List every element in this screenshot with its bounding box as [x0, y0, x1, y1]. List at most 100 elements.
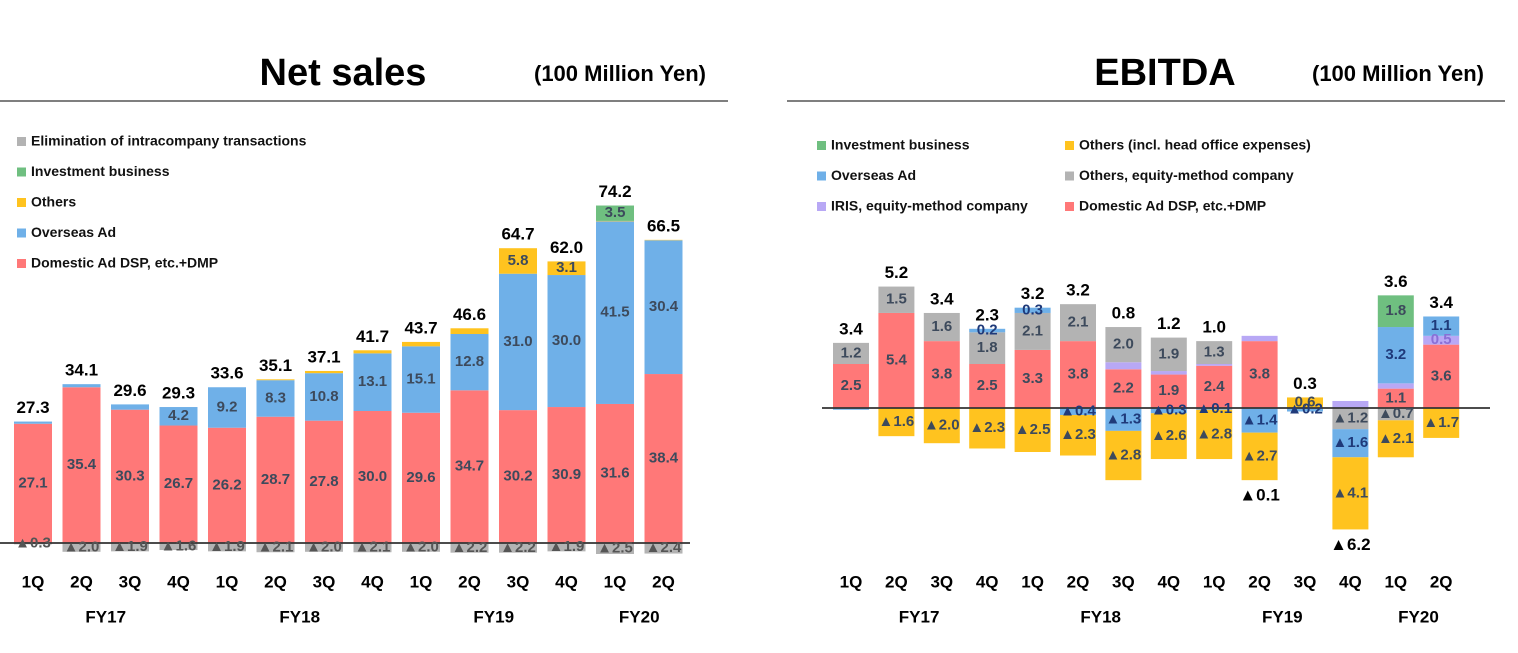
bar-segment	[256, 416, 295, 543]
x-tick-label: 4Q	[1157, 572, 1180, 591]
legend-swatch	[817, 141, 826, 150]
bar-segment	[1332, 429, 1369, 458]
group-label: FY20	[619, 607, 660, 626]
bar-segment	[402, 543, 440, 552]
total-label: ▲0.1	[1239, 486, 1279, 505]
segment-label: 2.4	[1204, 378, 1226, 395]
bar-segment	[111, 409, 149, 543]
segment-label: 15.1	[406, 371, 435, 388]
segment-label: ▲2.3	[969, 419, 1005, 436]
segment-label: 1.3	[1204, 344, 1225, 361]
segment-label: 5.4	[886, 351, 908, 368]
bar-segment	[1332, 408, 1369, 430]
bar-segment	[833, 364, 869, 408]
segment-label: 27.8	[309, 473, 338, 490]
bar-segment	[1423, 344, 1460, 408]
segment-label: 31.6	[600, 464, 629, 481]
segment-label: ▲2.0	[64, 538, 100, 555]
segment-label: 4.2	[168, 407, 189, 424]
bar-segment	[923, 312, 960, 342]
bar-segment	[1105, 362, 1142, 370]
total-label: 5.2	[885, 263, 909, 282]
group-label: FY18	[1080, 607, 1121, 626]
segment-label: 26.7	[164, 475, 193, 492]
bar-segment	[256, 380, 295, 417]
x-tick-label: 2Q	[264, 572, 287, 591]
bar-segment	[256, 543, 295, 553]
legend-label: Overseas Ad	[31, 224, 116, 240]
legend-label: Domestic Ad DSP, etc.+DMP	[31, 255, 218, 271]
bar-segment	[969, 408, 1006, 449]
segment-label: 10.8	[309, 388, 338, 405]
bar-segment	[644, 543, 683, 554]
segment-label: 0.5	[1431, 331, 1452, 348]
bar-segment	[878, 312, 915, 408]
total-label: 33.6	[210, 364, 243, 383]
legend-swatch	[17, 167, 26, 177]
x-tick-label: 2Q	[652, 572, 675, 591]
segment-label: 1.8	[977, 339, 998, 356]
segment-label: ▲1.4	[1242, 411, 1278, 428]
bar-segment	[1196, 341, 1233, 364]
segment-label: ▲2.1	[355, 539, 391, 556]
segment-label: 30.3	[115, 467, 144, 484]
total-label: 2.3	[975, 305, 999, 324]
segment-label: 9.2	[217, 398, 238, 415]
bar-segment	[969, 364, 1006, 408]
total-label: 43.7	[404, 318, 437, 337]
x-tick-label: 1Q	[1021, 572, 1044, 591]
bar-segment	[1377, 383, 1414, 389]
segment-label: ▲1.9	[209, 538, 245, 555]
bar-segment	[1105, 327, 1142, 363]
x-tick-label: 2Q	[1248, 572, 1271, 591]
bar-segment	[305, 373, 343, 421]
bar-segment	[1105, 408, 1142, 431]
segment-label: 5.8	[508, 252, 529, 269]
bar-segment	[402, 412, 440, 543]
bar-segment	[499, 248, 537, 274]
bar-segment	[1377, 408, 1414, 421]
x-tick-label: 1Q	[216, 572, 239, 591]
total-label: 0.3	[1293, 374, 1317, 393]
x-tick-label: 4Q	[167, 572, 190, 591]
x-tick-label: 3Q	[930, 572, 953, 591]
segment-label: 3.5	[605, 204, 626, 221]
bar-segment	[1105, 369, 1142, 408]
segment-label: ▲2.0	[403, 538, 439, 555]
x-tick-label: 4Q	[1339, 572, 1362, 591]
segment-label: ▲2.3	[1060, 426, 1096, 443]
segment-label: 3.8	[1249, 366, 1270, 383]
bar-segment	[644, 374, 683, 543]
group-label: FY19	[473, 607, 514, 626]
segment-label: ▲2.5	[1015, 421, 1051, 438]
segment-label: 1.6	[931, 318, 952, 335]
total-label: 74.2	[598, 182, 631, 201]
bar-segment	[1241, 408, 1278, 433]
unit-label: (100 Million Yen)	[1312, 61, 1484, 86]
bar-segment	[159, 407, 198, 426]
segment-label: 0.2	[977, 322, 998, 339]
segment-label: 3.1	[556, 259, 577, 276]
segment-label: ▲1.2	[1333, 410, 1369, 427]
total-label: 37.1	[307, 347, 340, 366]
total-label: 27.3	[16, 398, 49, 417]
x-tick-label: 3Q	[1294, 572, 1317, 591]
group-label: FY20	[1398, 607, 1439, 626]
bar-segment	[1150, 374, 1187, 408]
bar-segment	[1287, 397, 1323, 408]
total-label: 3.6	[1384, 272, 1408, 291]
legend-label: Domestic Ad DSP, etc.+DMP	[1079, 198, 1266, 214]
segment-label: 3.8	[931, 366, 952, 383]
segment-label: 41.5	[600, 304, 629, 321]
legend-swatch	[17, 228, 26, 238]
bar-segment	[111, 404, 149, 410]
bar-segment	[1377, 327, 1414, 384]
segment-label: 2.0	[1113, 336, 1134, 353]
segment-label: 1.9	[1158, 345, 1179, 362]
segment-label: ▲2.0	[306, 538, 342, 555]
bar-segment	[1377, 388, 1414, 408]
segment-label: ▲2.1	[258, 539, 294, 556]
bar-segment	[547, 275, 586, 408]
unit-label: (100 Million Yen)	[534, 61, 706, 86]
